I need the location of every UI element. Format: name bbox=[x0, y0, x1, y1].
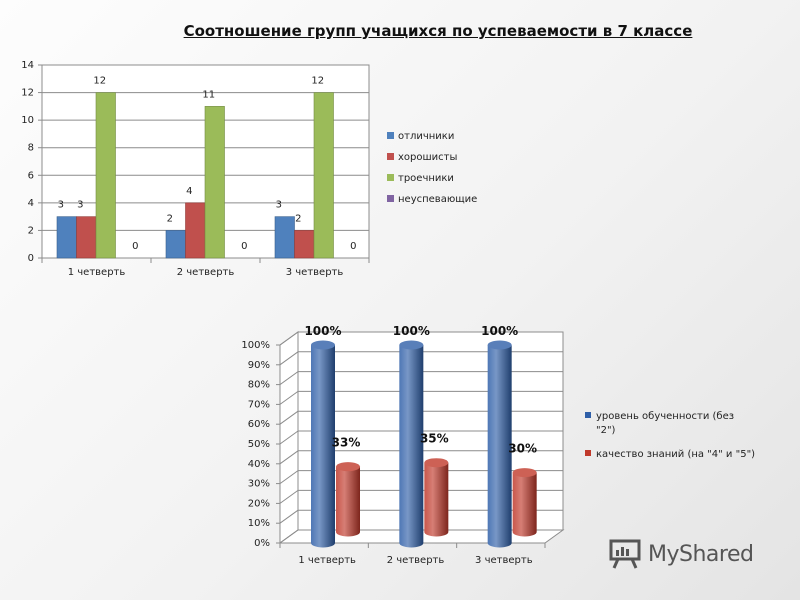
cylinder-top bbox=[311, 340, 335, 350]
legend-swatch bbox=[585, 412, 591, 418]
gridline bbox=[279, 450, 299, 465]
cylinder-top bbox=[424, 458, 449, 468]
data-label: 0 bbox=[241, 241, 247, 252]
data-label: 33% bbox=[332, 436, 361, 450]
x-category-label: 3 четверть bbox=[286, 267, 344, 278]
y-tick-label: 2 bbox=[28, 225, 34, 236]
y-tick-label: 50% bbox=[248, 439, 270, 450]
data-label: 100% bbox=[304, 324, 341, 338]
gridline bbox=[279, 470, 299, 485]
y-tick-label: 6 bbox=[28, 170, 34, 181]
page-title: Соотношение групп учащихся по успеваемос… bbox=[183, 22, 693, 40]
data-label: 4 bbox=[186, 186, 192, 197]
y-tick-label: 70% bbox=[248, 399, 270, 410]
legend-swatch bbox=[387, 153, 394, 160]
y-tick-label: 0 bbox=[28, 253, 34, 264]
presentation-board-icon bbox=[609, 539, 641, 569]
gridline bbox=[279, 410, 299, 425]
data-label: 0 bbox=[350, 241, 356, 252]
gridline bbox=[279, 390, 299, 405]
watermark: MyShared bbox=[608, 538, 754, 570]
cylinder-bar bbox=[311, 340, 335, 548]
legend-label: троечники bbox=[398, 173, 454, 184]
y-tick-label: 60% bbox=[248, 419, 270, 430]
legend-swatch bbox=[387, 174, 394, 181]
y-tick-label: 0% bbox=[254, 538, 270, 549]
y-tick-label: 30% bbox=[248, 479, 270, 490]
data-label: 3 bbox=[276, 200, 282, 211]
y-tick-label: 12 bbox=[21, 88, 34, 99]
x-category-label: 2 четверть bbox=[177, 267, 235, 278]
data-label: 2 bbox=[295, 213, 301, 224]
cylinder-bar bbox=[487, 340, 512, 548]
data-label: 3 bbox=[77, 200, 83, 211]
cylinder-bar bbox=[512, 468, 537, 537]
x-category-label: 1 четверть bbox=[68, 267, 126, 278]
watermark-text: MyShared bbox=[648, 541, 754, 567]
data-label: 100% bbox=[393, 324, 430, 338]
gridline bbox=[279, 331, 299, 346]
gridline bbox=[279, 351, 299, 366]
y-tick-label: 10 bbox=[21, 115, 34, 126]
data-label: 0 bbox=[132, 241, 138, 252]
cylinder-body bbox=[336, 466, 360, 537]
y-tick-label: 8 bbox=[28, 143, 34, 154]
bar bbox=[204, 106, 225, 259]
data-label: 2 bbox=[167, 213, 173, 224]
y-tick-label: 90% bbox=[248, 360, 270, 371]
legend-label: отличники bbox=[398, 131, 454, 142]
cylinder-top bbox=[512, 468, 537, 478]
data-label: 3 bbox=[58, 200, 64, 211]
y-tick-label: 20% bbox=[248, 498, 270, 509]
legend-swatch bbox=[387, 132, 394, 139]
gridline bbox=[279, 489, 299, 504]
data-label: 11 bbox=[202, 89, 215, 100]
bar bbox=[313, 92, 334, 259]
legend-label: уровень обученности (без "2") bbox=[596, 411, 734, 436]
cylinder-bar bbox=[399, 340, 424, 548]
y-tick-label: 4 bbox=[28, 198, 34, 209]
data-label: 35% bbox=[420, 432, 449, 446]
data-label: 12 bbox=[93, 76, 106, 87]
legend-label: качество знаний (на "4" и "5") bbox=[596, 449, 755, 460]
cylinder-top bbox=[399, 340, 424, 350]
gridline bbox=[279, 430, 299, 445]
data-label: 100% bbox=[481, 324, 518, 338]
cylinder-bar bbox=[336, 462, 360, 537]
cylinder-bar bbox=[424, 458, 449, 537]
data-label: 12 bbox=[311, 76, 324, 87]
bar bbox=[95, 92, 116, 259]
y-tick-label: 14 bbox=[21, 60, 34, 71]
data-label: 30% bbox=[508, 442, 537, 456]
gridline bbox=[279, 529, 299, 544]
y-tick-label: 10% bbox=[248, 518, 270, 529]
cylinder-top bbox=[487, 340, 512, 350]
y-tick-label: 80% bbox=[248, 380, 270, 391]
x-category-label: 3 четверть bbox=[475, 555, 533, 566]
gridline bbox=[279, 371, 299, 386]
cylinder-body bbox=[424, 462, 449, 537]
cylinder-body bbox=[399, 345, 424, 548]
x-category-label: 1 четверть bbox=[298, 555, 356, 566]
x-category-label: 2 четверть bbox=[387, 555, 445, 566]
gridline bbox=[279, 509, 299, 524]
legend-swatch bbox=[387, 195, 394, 202]
legend-label: хорошисты bbox=[398, 152, 457, 163]
y-tick-label: 100% bbox=[241, 340, 270, 351]
legend-swatch bbox=[585, 450, 591, 456]
cylinder-body bbox=[311, 345, 335, 548]
cylinder-body bbox=[487, 345, 512, 548]
cylinder-top bbox=[336, 462, 360, 472]
legend-label: неуспевающие bbox=[398, 194, 477, 205]
y-tick-label: 40% bbox=[248, 459, 270, 470]
cylinder-body bbox=[512, 472, 537, 537]
